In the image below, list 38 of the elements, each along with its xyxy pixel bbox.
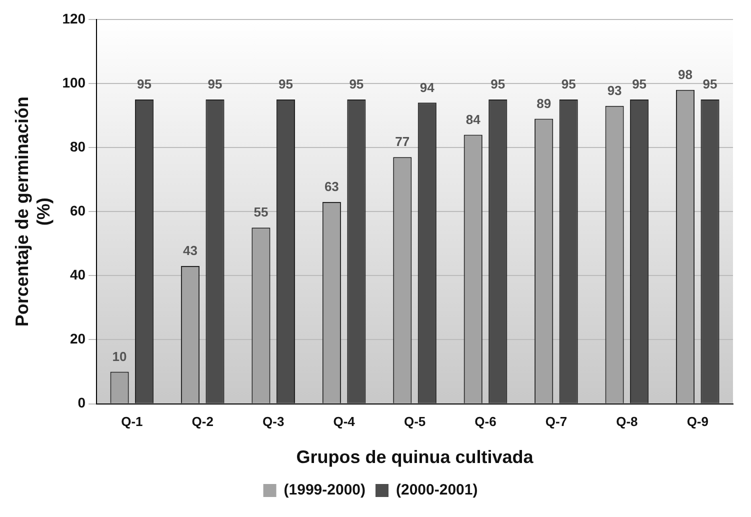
data-label: 89 xyxy=(536,96,552,111)
data-label: 95 xyxy=(490,76,506,92)
x-tick-label: Q-6 xyxy=(474,414,496,430)
x-tick-label: Q-2 xyxy=(192,414,214,430)
data-label: 98 xyxy=(678,66,692,82)
x-tick-label: Q-5 xyxy=(404,414,426,430)
data-label: 95 xyxy=(349,76,364,92)
y-tick-label: 40 xyxy=(70,266,86,283)
data-label: 95 xyxy=(561,76,576,92)
data-label: 95 xyxy=(702,76,718,92)
y-tick-label: 80 xyxy=(70,138,86,154)
x-tick-label: Q-4 xyxy=(333,414,356,430)
y-tick-label: 60 xyxy=(70,202,86,218)
y-tick-label: 120 xyxy=(62,10,86,26)
data-label: 94 xyxy=(420,80,436,95)
data-label: 43 xyxy=(183,243,198,258)
data-label: 77 xyxy=(395,134,410,150)
data-label: 10 xyxy=(112,348,127,364)
y-tick-label: 20 xyxy=(70,330,86,347)
data-label: 95 xyxy=(208,76,222,92)
y-tick-label: 0 xyxy=(78,394,86,411)
data-label: 63 xyxy=(324,179,339,194)
x-axis-title: Grupos de quinua cultivada xyxy=(296,447,534,468)
data-label: 84 xyxy=(466,112,482,127)
data-label: 95 xyxy=(278,76,293,92)
data-label: 55 xyxy=(254,204,268,220)
x-tick-label: Q-8 xyxy=(616,414,638,430)
legend-label: (1999-2000) xyxy=(284,482,366,499)
x-tick-label: Q-7 xyxy=(545,414,568,430)
data-label: 95 xyxy=(137,76,152,92)
x-tick-label: Q-9 xyxy=(686,414,708,430)
legend-label: (2000-2001) xyxy=(396,482,478,499)
y-tick-label: 100 xyxy=(62,74,86,90)
x-tick-label: Q-1 xyxy=(121,414,143,430)
y-axis-title: Porcentaje de germinación (%) xyxy=(12,96,54,327)
data-label: 93 xyxy=(607,82,622,98)
data-label: 95 xyxy=(632,76,647,92)
x-tick-label: Q-3 xyxy=(262,414,284,430)
